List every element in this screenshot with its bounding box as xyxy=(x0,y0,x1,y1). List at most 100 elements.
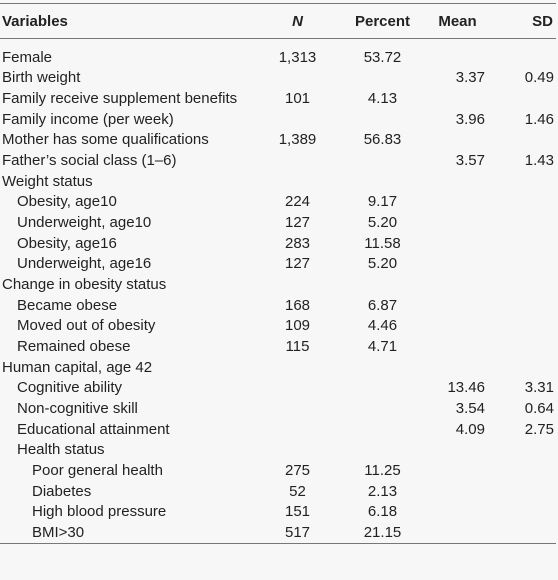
cell: 2.13 xyxy=(367,482,398,500)
column-header: Variables xyxy=(2,12,68,30)
table-row: Cognitive ability 13.46 3.31 xyxy=(0,378,556,399)
table-row: Family income (per week) 3.96 1.46 xyxy=(0,109,556,130)
cell: 5.20 xyxy=(367,255,398,273)
cell xyxy=(255,68,340,89)
column-header: Percent xyxy=(354,12,411,30)
spacer xyxy=(425,39,490,48)
row-label: Moved out of obesity xyxy=(17,317,156,335)
cell: 11.58 xyxy=(364,234,401,252)
table-row: Became obese 168 6.87 xyxy=(0,295,556,316)
table-row: Birth weight 3.37 0.49 xyxy=(0,68,556,89)
cell xyxy=(425,439,490,460)
cell xyxy=(490,336,556,357)
row-label: Diabetes xyxy=(32,482,92,500)
cell: 3.31 xyxy=(524,379,554,397)
cell xyxy=(490,439,556,460)
row-label: Educational attainment xyxy=(17,420,170,438)
row-label: Human capital, age 42 xyxy=(2,358,153,376)
row-label: Weight status xyxy=(2,172,93,190)
cell: 101 xyxy=(284,90,311,108)
cell xyxy=(255,378,340,399)
row-label: Family income (per week) xyxy=(2,110,174,128)
cell: 13.46 xyxy=(447,379,485,397)
cell xyxy=(255,150,340,171)
cell: 151 xyxy=(284,503,311,521)
cell xyxy=(490,192,556,213)
cell: 517 xyxy=(284,523,311,541)
cell xyxy=(425,357,490,378)
cell xyxy=(490,47,556,68)
row-label: Underweight, age16 xyxy=(17,255,152,273)
table-row: Underweight, age10 127 5.20 xyxy=(0,212,556,233)
cell xyxy=(490,460,556,481)
cell: 3.57 xyxy=(455,152,485,170)
cell xyxy=(490,316,556,337)
cell: 4.46 xyxy=(367,317,398,335)
row-label: Father’s social class (1–6) xyxy=(2,152,177,170)
header-row: Variables N Percent Mean SD xyxy=(0,3,556,39)
cell xyxy=(425,233,490,254)
cell xyxy=(490,130,556,151)
row-label: Cognitive ability xyxy=(17,379,123,397)
cell xyxy=(425,460,490,481)
table-body: Female 1,313 53.72 Birth weight 3.37 0.49 Fami… xyxy=(0,39,556,544)
table-row: Diabetes 52 2.13 xyxy=(0,481,556,502)
cell: 4.09 xyxy=(455,420,485,438)
cell: 6.87 xyxy=(367,296,398,314)
cell xyxy=(340,171,425,192)
table-row: Change in obesity status xyxy=(0,274,556,295)
cell xyxy=(255,357,340,378)
cell xyxy=(255,439,340,460)
cell xyxy=(255,109,340,130)
cell: 3.37 xyxy=(455,69,485,87)
cell xyxy=(425,316,490,337)
cell: 1.43 xyxy=(524,152,554,170)
cell: 0.64 xyxy=(524,399,554,417)
row-label: Obesity, age16 xyxy=(17,234,117,252)
spacer xyxy=(255,39,340,48)
cell xyxy=(490,522,556,543)
cell xyxy=(490,212,556,233)
table-row: Father’s social class (1–6) 3.57 1.43 xyxy=(0,150,556,171)
cell: 2.75 xyxy=(524,420,554,438)
row-label: High blood pressure xyxy=(32,503,167,521)
table-row: Poor general health 275 11.25 xyxy=(0,460,556,481)
cell: 21.15 xyxy=(363,523,402,541)
cell xyxy=(490,295,556,316)
row-label: Became obese xyxy=(17,296,118,314)
cell xyxy=(425,481,490,502)
cell: 168 xyxy=(284,296,311,314)
spacer xyxy=(340,39,425,48)
cell xyxy=(340,357,425,378)
cell xyxy=(340,378,425,399)
spacer-row xyxy=(0,39,556,48)
cell: 11.25 xyxy=(364,461,401,479)
cell: 283 xyxy=(284,234,311,252)
table-row: Obesity, age10 224 9.17 xyxy=(0,192,556,213)
cell xyxy=(340,109,425,130)
cell xyxy=(340,274,425,295)
cell: 4.71 xyxy=(367,338,398,356)
table-row: Family receive supplement benefits 101 4.1… xyxy=(0,88,556,109)
cell xyxy=(255,419,340,440)
table-row: Underweight, age16 127 5.20 xyxy=(0,254,556,275)
cell: 1.46 xyxy=(524,110,554,128)
table-row: Weight status xyxy=(0,171,556,192)
cell: 275 xyxy=(284,461,311,479)
row-label: Birth weight xyxy=(2,69,81,87)
row-label: BMI>30 xyxy=(32,523,85,541)
cell: 224 xyxy=(284,193,311,211)
cell xyxy=(425,212,490,233)
cell xyxy=(490,357,556,378)
cell: 1,313 xyxy=(278,48,317,66)
table-row: BMI>30 517 21.15 xyxy=(0,522,556,544)
table-row: Health status xyxy=(0,439,556,460)
cell xyxy=(425,88,490,109)
column-header: Mean xyxy=(438,12,477,30)
cell: 0.49 xyxy=(524,69,554,87)
table-row: Female 1,313 53.72 xyxy=(0,47,556,68)
cell: 52 xyxy=(289,482,306,500)
table-row: Obesity, age16 283 11.58 xyxy=(0,233,556,254)
spacer xyxy=(0,39,255,48)
cell: 3.54 xyxy=(455,399,485,417)
